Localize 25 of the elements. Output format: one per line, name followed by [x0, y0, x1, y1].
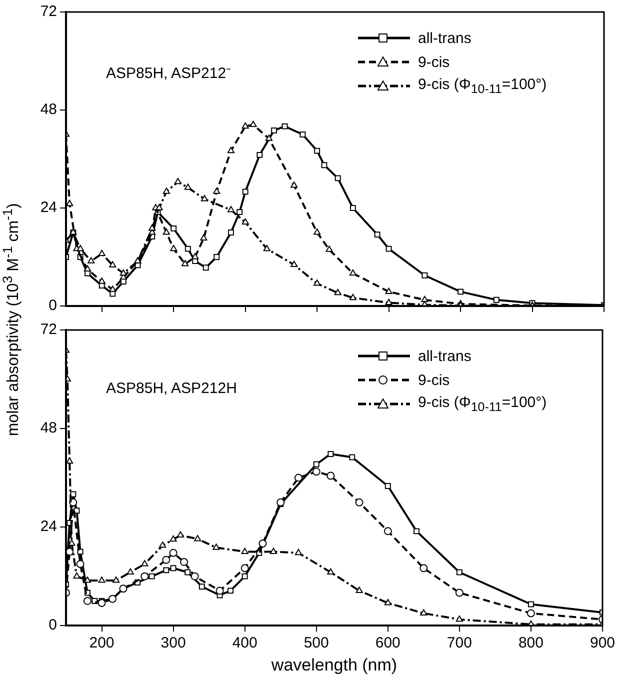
x-axis-title: wavelength (nm) — [270, 655, 398, 674]
y-tick-label: 48 — [40, 420, 57, 437]
legend-label: 9-cis — [418, 372, 450, 388]
annotation: ASP85H, ASP212⁻ — [106, 64, 232, 82]
legend-label: 9-cis — [418, 54, 450, 70]
legend-label: all-trans — [418, 348, 472, 364]
x-tick-label: 300 — [160, 634, 186, 652]
x-tick-label: 200 — [89, 634, 114, 652]
x-tick-label: 500 — [304, 634, 329, 652]
y-tick-label: 72 — [40, 3, 57, 20]
x-tick-label: 400 — [232, 634, 258, 652]
legend-label: 9-cis (Φ$_{10-11}$=100°) — [418, 394, 547, 414]
y-tick-label: 48 — [40, 101, 57, 118]
annotation: ASP85H, ASP212H — [106, 380, 237, 397]
legend-label: 9-cis (Φ$_{10-11}$=100°) — [418, 76, 547, 96]
y-tick-label: 0 — [48, 616, 57, 634]
x-tick-label: 600 — [375, 634, 400, 652]
y-tick-label: 24 — [40, 518, 57, 536]
y-tick-label: 0 — [48, 297, 57, 314]
y-tick-label: 72 — [40, 321, 57, 338]
y-tick-label: 24 — [40, 199, 57, 216]
x-tick-label: 900 — [590, 634, 615, 652]
x-tick-label: 800 — [518, 634, 544, 652]
x-tick-label: 700 — [446, 634, 472, 652]
legend-label: all-trans — [418, 30, 472, 46]
